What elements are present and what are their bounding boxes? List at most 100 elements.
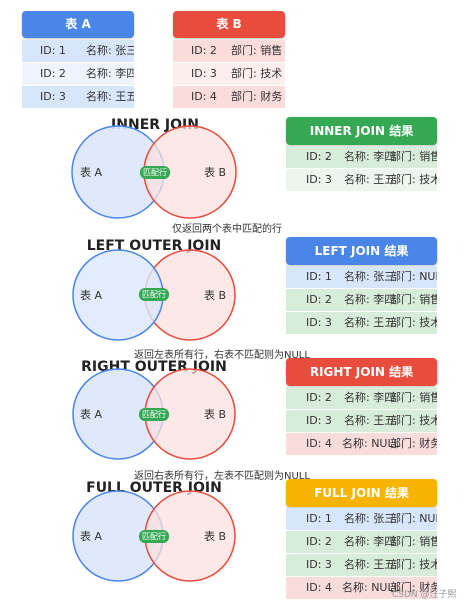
- inner-overlap-badge: 匹配行: [140, 166, 170, 179]
- inner-result-title: INNER JOIN 结果: [309, 124, 414, 138]
- result-row-name: 名称: 王五: [344, 173, 396, 186]
- result-row-name: 名称: 李四: [344, 150, 396, 163]
- result-row-dept: 部门: 销售: [390, 293, 437, 306]
- inner-result-header: INNER JOIN 结果: [286, 117, 437, 145]
- result-row-id: ID: 4: [306, 437, 332, 450]
- result-row-dept: 部门: 财务: [390, 437, 437, 450]
- full-overlap-label: 匹配行: [142, 532, 166, 541]
- table-a-row-name: 名称: 李四: [86, 67, 134, 80]
- result-row-name: 名称: 王五: [344, 414, 396, 427]
- left-result-row: ID: 2 名称: 李四 部门: 销售: [286, 289, 437, 311]
- table-a-row: ID: 3 名称: 王五: [22, 86, 134, 108]
- result-row-name: 名称: 李四: [344, 535, 396, 548]
- table-a-header: 表 A: [22, 11, 134, 38]
- right-result-title: RIGHT JOIN 结果: [309, 365, 414, 379]
- result-row-name: 名称: NULL: [342, 581, 400, 594]
- full-label-b: 表 B: [204, 530, 227, 543]
- result-row-dept: 部门: 销售: [390, 150, 437, 163]
- table-a-row: ID: 2 名称: 李四: [22, 63, 134, 85]
- inner-join-caption: 仅返回两个表中匹配的行: [172, 224, 282, 235]
- result-row-id: ID: 2: [306, 535, 332, 548]
- table-a-row-id: ID: 1: [40, 44, 66, 57]
- watermark: CSDN @汪子熙: [392, 590, 457, 600]
- table-b-header: 表 B: [173, 11, 285, 38]
- table-a-row-name: 名称: 王五: [86, 90, 134, 103]
- result-row-name: 名称: NULL: [342, 437, 400, 450]
- result-row-name: 名称: 张三: [344, 270, 396, 283]
- result-row-id: ID: 2: [306, 150, 332, 163]
- result-row-id: ID: 2: [306, 293, 332, 306]
- right-overlap-label: 匹配行: [142, 410, 166, 419]
- table-a-row-id: ID: 2: [40, 67, 66, 80]
- result-row-id: ID: 4: [306, 581, 332, 594]
- left-label-a: 表 A: [80, 289, 103, 302]
- result-row-dept: 部门: 技术: [390, 316, 437, 329]
- table-a-row-id: ID: 3: [40, 90, 66, 103]
- result-row-id: ID: 1: [306, 270, 332, 283]
- right-result-row: ID: 4 名称: NULL 部门: 财务: [286, 433, 437, 455]
- left-result-row: ID: 3 名称: 王五 部门: 技术: [286, 312, 437, 334]
- right-result-row: ID: 2 名称: 李四 部门: 销售: [286, 387, 437, 409]
- left-overlap-badge: 匹配行: [139, 288, 169, 301]
- right-label-a: 表 A: [80, 408, 103, 421]
- inner-overlap-label: 匹配行: [143, 168, 167, 177]
- full-result-row: ID: 4 名称: NULL 部门: 财务: [286, 577, 437, 599]
- table-a-row: ID: 1 名称: 张三: [22, 40, 134, 62]
- inner-result-row: ID: 2 名称: 李四 部门: 销售: [286, 146, 437, 168]
- result-row-dept: 部门: 财务: [390, 581, 437, 594]
- table-b-row-dept: 部门: 财务: [231, 90, 283, 103]
- table-b-row-id: ID: 3: [191, 67, 217, 80]
- right-label-b: 表 B: [204, 408, 227, 421]
- result-row-name: 名称: 王五: [344, 558, 396, 571]
- result-row-dept: 部门: 销售: [390, 535, 437, 548]
- result-row-name: 名称: 王五: [344, 316, 396, 329]
- result-row-id: ID: 3: [306, 558, 332, 571]
- table-b-row-id: ID: 2: [191, 44, 217, 57]
- full-result-row: ID: 2 名称: 李四 部门: 销售: [286, 531, 437, 553]
- full-result-title: FULL JOIN 结果: [314, 486, 409, 500]
- result-row-dept: 部门: NULL: [390, 270, 437, 283]
- result-row-dept: 部门: 技术: [390, 414, 437, 427]
- left-result-header: LEFT JOIN 结果: [286, 237, 437, 265]
- left-label-b: 表 B: [204, 289, 227, 302]
- left-result-row: ID: 1 名称: 张三 部门: NULL: [286, 266, 437, 288]
- right-result-row: ID: 3 名称: 王五 部门: 技术: [286, 410, 437, 432]
- table-b-title: 表 B: [216, 17, 242, 31]
- result-row-id: ID: 3: [306, 316, 332, 329]
- table-b-row: ID: 4 部门: 财务: [173, 86, 285, 108]
- right-overlap-badge: 匹配行: [139, 408, 169, 421]
- table-a-title: 表 A: [65, 17, 91, 31]
- right-result-header: RIGHT JOIN 结果: [286, 358, 437, 386]
- left-join-caption: 返回左表所有行，右表不匹配则为NULL: [134, 350, 310, 361]
- result-row-id: ID: 3: [306, 414, 332, 427]
- left-result-title: LEFT JOIN 结果: [314, 244, 409, 258]
- result-row-id: ID: 1: [306, 512, 332, 525]
- inner-result-row: ID: 3 名称: 王五 部门: 技术: [286, 169, 437, 191]
- result-row-name: 名称: 张三: [344, 512, 396, 525]
- table-b-row-dept: 部门: 销售: [231, 44, 283, 57]
- full-result-row: ID: 1 名称: 张三 部门: NULL: [286, 508, 437, 530]
- table-b-row: ID: 3 部门: 技术: [173, 63, 285, 85]
- result-row-name: 名称: 李四: [344, 391, 396, 404]
- result-row-dept: 部门: 销售: [390, 391, 437, 404]
- full-result-row: ID: 3 名称: 王五 部门: 技术: [286, 554, 437, 576]
- result-row-name: 名称: 李四: [344, 293, 396, 306]
- right-join-caption: 返回右表所有行，左表不匹配则为NULL: [134, 471, 310, 482]
- result-row-dept: 部门: NULL: [390, 512, 437, 525]
- inner-label-a: 表 A: [80, 166, 103, 179]
- table-b-row-id: ID: 4: [191, 90, 217, 103]
- table-a-row-name: 名称: 张三: [86, 44, 134, 57]
- full-overlap-badge: 匹配行: [139, 530, 169, 543]
- table-b-row-dept: 部门: 技术: [231, 67, 283, 80]
- result-row-id: ID: 3: [306, 173, 332, 186]
- result-row-dept: 部门: 技术: [390, 558, 437, 571]
- inner-label-b: 表 B: [204, 166, 227, 179]
- left-overlap-label: 匹配行: [142, 290, 166, 299]
- result-row-dept: 部门: 技术: [390, 173, 437, 186]
- full-label-a: 表 A: [80, 530, 103, 543]
- table-b-row: ID: 2 部门: 销售: [173, 40, 285, 62]
